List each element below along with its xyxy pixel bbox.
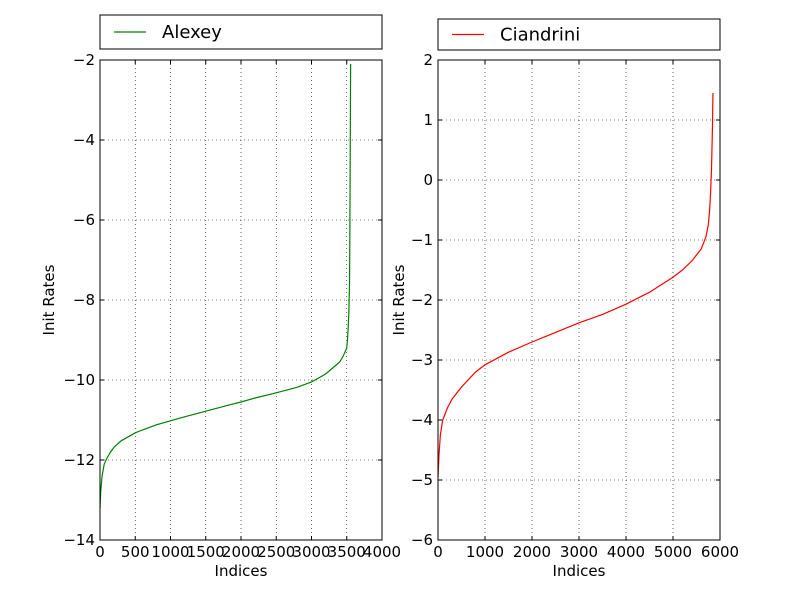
x-tick-label: 500 <box>121 543 150 561</box>
y-tick-label: −6 <box>411 531 433 549</box>
legend: Alexey <box>99 14 383 50</box>
series-line-ciandrini <box>437 92 714 478</box>
x-tick-label: 4000 <box>607 543 645 561</box>
series-line-alexey <box>99 63 352 509</box>
y-tick-label: 0 <box>423 171 433 189</box>
y-tick-label: −1 <box>411 231 433 249</box>
y-tick-label: −4 <box>411 411 433 429</box>
y-tick-label: −2 <box>73 51 95 69</box>
y-tick-label: −3 <box>411 351 433 369</box>
legend-box <box>437 18 721 51</box>
y-tick-label: −8 <box>73 291 95 309</box>
y-axis-label: Init Rates <box>390 264 408 335</box>
x-axis-label: Indices <box>553 562 606 580</box>
y-tick-label: 2 <box>423 51 433 69</box>
y-tick-label: −5 <box>411 471 433 489</box>
legend-label: Alexey <box>162 22 222 43</box>
x-tick-label: 6000 <box>701 543 739 561</box>
chart-panel-ciandrini: 0 1000 2000 3000 4000 5000 6000 −6 −5 −4 −3 −2 −1 0 1 2… <box>390 18 739 580</box>
x-tick-label: 1500 <box>187 543 225 561</box>
y-tick-label: −6 <box>73 211 95 229</box>
y-tick-label: −4 <box>73 131 95 149</box>
x-tick-label: 0 <box>95 543 105 561</box>
x-tick-label: 2000 <box>513 543 551 561</box>
x-tick-label: 2500 <box>257 543 295 561</box>
x-tick-label: 3000 <box>292 543 330 561</box>
y-tick-label: 1 <box>423 111 433 129</box>
y-tick-label: −10 <box>63 371 95 389</box>
y-tick-label: −14 <box>63 531 95 549</box>
x-tick-label: 4000 <box>363 543 401 561</box>
x-tick-label: 1000 <box>151 543 189 561</box>
x-tick-label: 0 <box>433 543 443 561</box>
x-axis-label: Indices <box>215 562 268 580</box>
x-tick-label: 1000 <box>466 543 504 561</box>
x-tick-label: 3000 <box>560 543 598 561</box>
x-tick-label: 2000 <box>222 543 260 561</box>
legend: Ciandrini <box>437 18 721 51</box>
legend-box <box>99 14 383 50</box>
y-tick-label: −12 <box>63 451 95 469</box>
y-axis-label: Init Rates <box>40 264 58 335</box>
x-tick-label: 5000 <box>654 543 692 561</box>
x-tick-label: 3500 <box>328 543 366 561</box>
y-tick-label: −2 <box>411 291 433 309</box>
legend-label: Ciandrini <box>500 25 580 46</box>
